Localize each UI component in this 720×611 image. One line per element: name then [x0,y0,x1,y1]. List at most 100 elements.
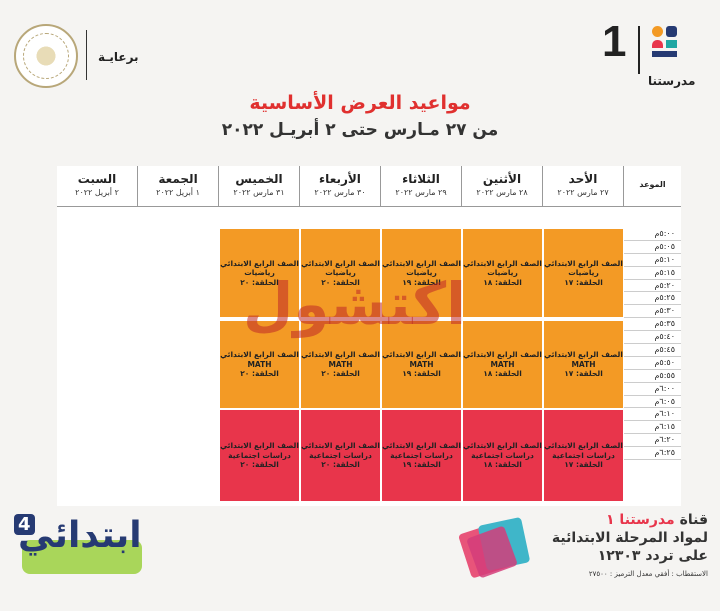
program-line: رياضيات [406,268,437,278]
program-line: الحلقة: ١٩ [402,460,441,470]
day-date: ٢ أبريل ٢٠٢٢ [75,188,119,197]
program-line: الصف الرابع الابتدائي [301,258,380,268]
program-line: الحلقة: ٢٠ [240,460,279,470]
program-line: الحلقة: ٢٠ [321,369,360,379]
program-line: الحلقة: ٢٠ [321,460,360,470]
program-line: الصف الرابع الابتدائي [463,258,542,268]
logo-divider [638,26,640,74]
day-header: الخميس ٣١ مارس ٢٠٢٢ [219,166,300,206]
program-line: الحلقة: ٢٠ [321,277,360,287]
time-slot: ٥:٢٥م [624,292,681,306]
divider [86,30,87,80]
program-line: الصف الرابع الابتدائي [301,350,380,360]
grade-badge-number: 4 [14,514,35,535]
program-line: الحلقة: ١٨ [483,460,522,470]
day-header: الجمعة ١ أبريل ٢٠٢٢ [138,166,219,206]
time-slot: ٥:٤٠م [624,331,681,345]
program-line: MATH [247,359,272,369]
program-cell: الصف الرابع الابتدائي رياضيات الحلقة: ١٩ [381,228,462,318]
time-slot: ٥:٢٠م [624,280,681,293]
reception-info: الاستقطاب : أفقي معدل الترميز : ٢٧٥٠٠ [588,570,708,578]
program-line: الحلقة: ٢٠ [240,369,279,379]
time-slot: ٥:١٠م [624,254,681,267]
program-line: الحلقة: ٢٠ [240,277,279,287]
channel-logo-number: 1 [602,17,627,66]
time-slot: ٦:٢٠م [624,434,681,448]
program-cell: الصف الرابع الابتدائي دراسات اجتماعية الحل… [219,409,300,502]
day-header: الأحد ٢٧ مارس ٢٠٢٢ [543,166,624,206]
time-slot: ٥:٥٠م [624,357,681,370]
time-slot: ٦:٠٠م [624,383,681,396]
day-name: الأحد [568,172,598,186]
program-line: MATH [328,359,353,369]
program-line: الحلقة: ١٩ [402,369,441,379]
program-line: رياضيات [487,268,518,278]
program-line: دراسات اجتماعية [228,450,291,460]
time-slot: ٦:١٠م [624,408,681,422]
day-name: الأثنين [482,172,522,186]
program-cell: الصف الرابع الابتدائي دراسات اجتماعية الحل… [462,409,543,502]
program-line: الصف الرابع الابتدائي [463,350,542,360]
grade-badge-background [22,540,142,574]
time-slot: ٥:٣٠م [624,305,681,319]
time-slot: ٥:٣٥م [624,318,681,332]
program-line: الحلقة: ١٧ [564,277,603,287]
day-date: ٢٩ مارس ٢٠٢٢ [395,188,447,197]
program-line: الصف الرابع الابتدائي [220,441,299,451]
program-cell: الصف الرابع الابتدائي رياضيات الحلقة: ٢٠ [300,228,381,318]
time-slot: ٦:٢٥م [624,447,681,461]
program-line: دراسات اجتماعية [390,450,453,460]
program-line: الصف الرابع الابتدائي [382,258,461,268]
channel-line-2: لمواد المرحلة الابتدائية [551,530,708,546]
schedule-table: الموعد الأحد ٢٧ مارس ٢٠٢٢ الأثنين ٢٨ مارس ٢… [57,166,681,506]
day-name: الأربعاء [319,172,361,186]
grade-badge-text: ابتدائي [18,515,142,556]
program-line: دراسات اجتماعية [309,450,372,460]
day-name: السبت [77,172,117,186]
watermark-text: اكتشول [243,270,468,338]
channel-logo-text: مدرستنا [648,74,696,88]
program-line: الصف الرابع الابتدائي [544,441,623,451]
program-cell: الصف الرابع الابتدائي دراسات اجتماعية الحل… [300,409,381,502]
program-line: رياضيات [244,268,275,278]
program-line: دراسات اجتماعية [471,450,534,460]
time-column: ٥:٠٠م ٥:٠٥م ٥:١٠م ٥:١٥م ٥:٢٠م ٥:٢٥م ٥:٣٠م ٥:٣٥م… [624,228,681,461]
day-header: السبت ٢ أبريل ٢٠٢٢ [57,166,138,206]
day-header: الثلاثاء ٢٩ مارس ٢٠٢٢ [381,166,462,206]
day-date: ٣٠ مارس ٢٠٢٢ [314,188,366,197]
day-date: ٢٨ مارس ٢٠٢٢ [476,188,528,197]
program-line: الصف الرابع الابتدائي [220,350,299,360]
program-line: MATH [409,359,434,369]
program-cell: الصف الرابع الابتدائي رياضيات الحلقة: ١٨ [462,228,543,318]
program-line: الحلقة: ١٨ [483,277,522,287]
program-line: الصف الرابع الابتدائي [382,441,461,451]
program-line: الصف الرابع الابتدائي [382,350,461,360]
time-slot: ٦:٠٥م [624,396,681,409]
day-date: ١ أبريل ٢٠٢٢ [156,188,200,197]
time-slot: ٥:٥٥م [624,370,681,383]
program-line: الحلقة: ١٧ [564,460,603,470]
day-name: الثلاثاء [402,172,440,186]
time-column-header: الموعد [639,180,666,189]
ministry-seal-logo [14,24,78,88]
program-line: MATH [571,359,596,369]
day-name: الخميس [235,172,283,186]
time-slot: ٦:١٥م [624,421,681,435]
page-title: مواعيد العرض الأساسية [249,92,471,114]
sponsor-label: برعايـة [98,50,139,64]
program-cell: الصف الرابع الابتدائي دراسات اجتماعية الحل… [543,409,624,502]
day-name: الجمعة [158,172,198,186]
day-header: الأربعاء ٣٠ مارس ٢٠٢٢ [300,166,381,206]
program-line: الصف الرابع الابتدائي [220,258,299,268]
madrasatna-logo-icon [652,26,678,62]
program-cell: الصف الرابع الابتدائي رياضيات الحلقة: ١٧ [543,228,624,318]
program-line: الصف الرابع الابتدائي [301,441,380,451]
program-line: رياضيات [325,268,356,278]
program-cell: الصف الرابع الابتدائي رياضيات الحلقة: ٢٠ [219,228,300,318]
time-slot: ٥:١٥م [624,267,681,280]
program-cell: الصف الرابع الابتدائي MATH الحلقة: ١٩ [381,320,462,409]
day-header: الأثنين ٢٨ مارس ٢٠٢٢ [462,166,543,206]
program-cell: الصف الرابع الابتدائي MATH الحلقة: ٢٠ [300,320,381,409]
program-cell: الصف الرابع الابتدائي MATH الحلقة: ١٧ [543,320,624,409]
